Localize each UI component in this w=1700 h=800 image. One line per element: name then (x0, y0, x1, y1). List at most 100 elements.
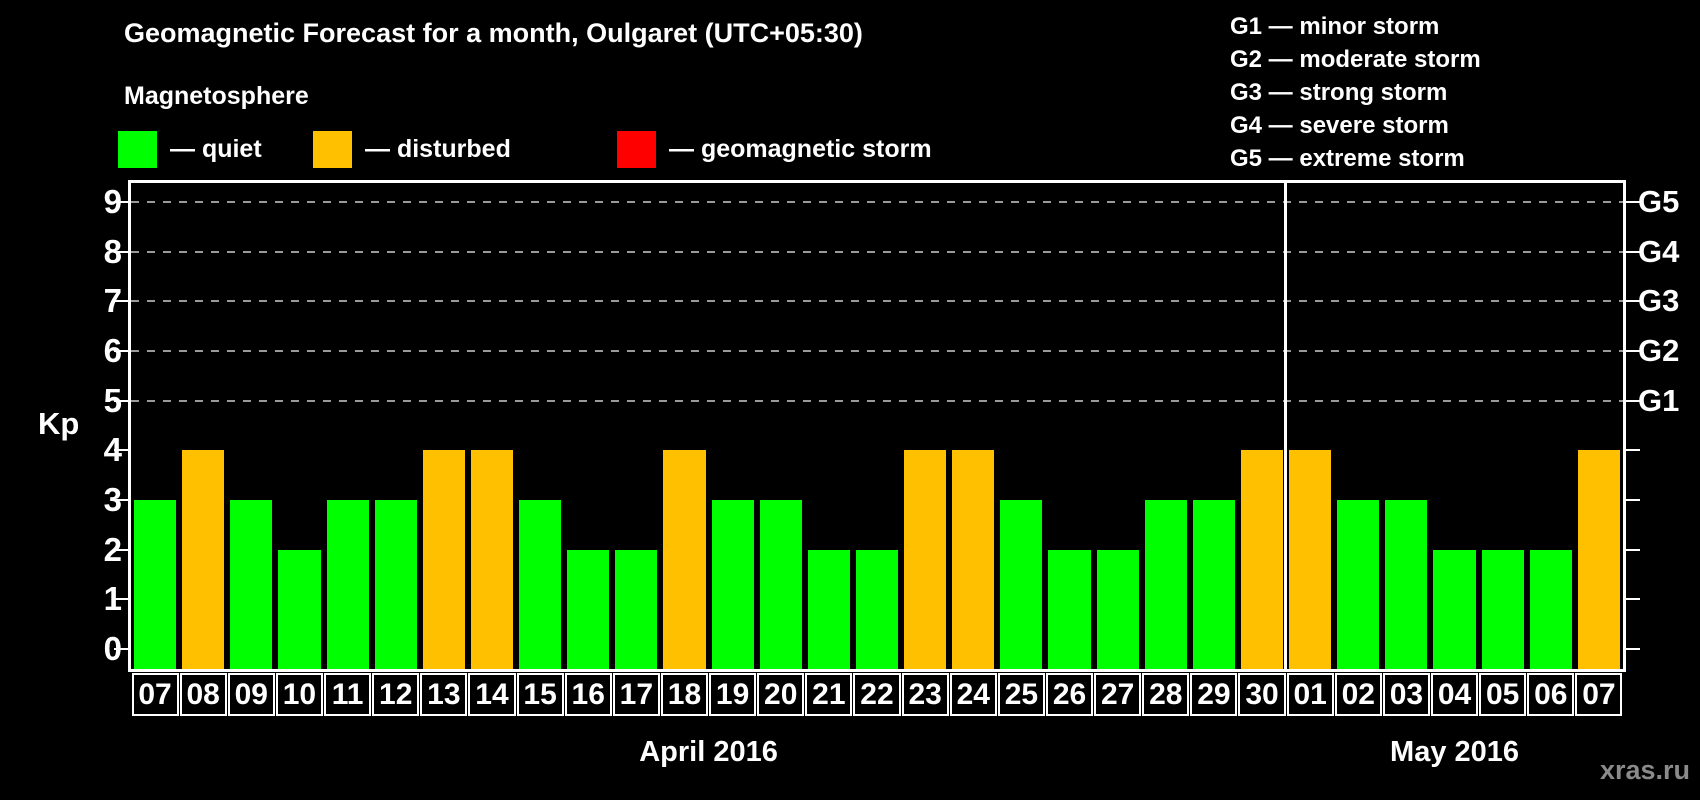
plot-area (114, 180, 1640, 672)
y-axis-label-2: 2 (103, 530, 122, 568)
y-axis-label-8: 8 (103, 232, 122, 270)
month-divider (1284, 183, 1288, 669)
legend-swatch-storm (617, 130, 656, 168)
kp-bar-day-29 (1192, 500, 1235, 669)
storm-scale-line-2: G2 — moderate storm (1230, 46, 1481, 73)
day-label-02: 02 (1334, 673, 1382, 716)
kp-bar-day-01 (1289, 450, 1332, 669)
gridline-kp9 (131, 200, 1623, 203)
day-label-19: 19 (709, 673, 757, 716)
legend-label-disturbed: — disturbed (365, 134, 511, 163)
month-label-april: April 2016 (639, 736, 778, 768)
day-label-07: 07 (131, 673, 179, 716)
kp-bar-day-02 (1337, 500, 1380, 669)
day-label-01: 01 (1286, 673, 1334, 716)
day-label-29: 29 (1190, 673, 1238, 716)
day-label-05: 05 (1479, 673, 1527, 716)
right-tick-kp5 (1626, 399, 1640, 402)
day-label-27: 27 (1094, 673, 1142, 716)
kp-bar-day-12 (374, 500, 417, 669)
right-axis-label-g1: G1 (1638, 382, 1680, 418)
right-axis-label-g4: G4 (1638, 233, 1680, 269)
kp-bar-day-26 (1048, 549, 1091, 669)
y-axis-label-9: 9 (103, 182, 122, 220)
day-label-15: 15 (516, 673, 564, 716)
kp-bar-day-08 (182, 450, 225, 669)
left-tick-kp8 (114, 250, 128, 253)
day-label-09: 09 (227, 673, 275, 716)
kp-bar-day-13 (422, 450, 465, 669)
day-label-10: 10 (275, 673, 323, 716)
legend-item-storm: — geomagnetic storm (617, 130, 932, 168)
kp-bar-day-14 (470, 450, 514, 669)
kp-bar-day-17 (615, 549, 658, 669)
legend-item-disturbed: — disturbed (313, 130, 511, 168)
kp-bar-day-27 (1096, 549, 1139, 669)
day-label-13: 13 (420, 673, 468, 716)
kp-bar-day-07 (134, 500, 177, 669)
day-label-30: 30 (1238, 673, 1286, 716)
day-label-17: 17 (612, 673, 660, 716)
left-tick-kp0 (114, 648, 128, 650)
kp-bar-day-20 (759, 500, 802, 669)
legend-label-quiet: — quiet (170, 134, 262, 163)
day-label-12: 12 (372, 673, 420, 716)
day-label-22: 22 (853, 673, 901, 716)
right-axis-label-g2: G2 (1638, 332, 1680, 368)
kp-bar-day-28 (1144, 500, 1187, 669)
kp-bar-day-03 (1385, 500, 1428, 669)
kp-bar-day-07 (1577, 450, 1620, 669)
day-label-07: 07 (1575, 673, 1623, 716)
day-label-25: 25 (997, 673, 1045, 716)
kp-bar-day-09 (230, 500, 273, 669)
day-label-21: 21 (805, 673, 853, 716)
day-label-18: 18 (660, 673, 709, 716)
watermark: xras.ru (1599, 755, 1690, 785)
kp-bar-day-15 (519, 500, 562, 669)
storm-scale-line-1: G1 — minor storm (1230, 13, 1440, 40)
kp-bar-day-05 (1481, 549, 1524, 669)
kp-bar-day-22 (855, 549, 899, 669)
kp-bar-day-24 (952, 450, 995, 669)
day-label-23: 23 (901, 673, 949, 716)
y-axis-label-1: 1 (103, 580, 122, 618)
legend-item-quiet: — quiet (118, 130, 262, 168)
left-tick-kp2 (114, 548, 128, 551)
right-tick-kp6 (1626, 349, 1640, 352)
legend-swatch-quiet (118, 130, 157, 168)
day-label-14: 14 (468, 673, 516, 716)
day-label-03: 03 (1382, 673, 1430, 716)
left-tick-kp3 (114, 498, 128, 501)
right-axis-label-g3: G3 (1638, 283, 1680, 319)
y-axis-label-6: 6 (103, 331, 122, 369)
right-tick-kp9 (1626, 200, 1640, 203)
left-tick-kp5 (114, 399, 128, 402)
y-axis-title: Kp (38, 406, 80, 441)
kp-bar-day-16 (567, 549, 610, 669)
y-axis-label-5: 5 (103, 381, 122, 419)
gridline-kp8 (131, 250, 1623, 253)
kp-bar-day-11 (326, 500, 369, 669)
storm-scale-legend: G1 — minor storm G2 — moderate storm G3 — … (1230, 10, 1481, 175)
right-tick-kp3 (1626, 498, 1640, 501)
kp-bar-day-06 (1529, 549, 1572, 669)
gridline-kp5 (131, 399, 1623, 402)
chart-title: Geomagnetic Forecast for a month, Oulgar… (124, 18, 863, 48)
y-axis-label-0: 0 (103, 630, 122, 667)
right-tick-kp0 (1626, 648, 1640, 650)
y-axis-label-3: 3 (103, 480, 122, 518)
day-label-11: 11 (324, 673, 372, 716)
right-axis-label-g5: G5 (1638, 183, 1680, 219)
kp-bar-day-23 (904, 450, 947, 669)
kp-bar-day-21 (807, 549, 850, 669)
left-tick-kp1 (114, 598, 128, 601)
gridline-kp7 (131, 300, 1623, 303)
left-tick-kp7 (114, 300, 128, 303)
magnetosphere-label: Magnetosphere (124, 82, 309, 110)
storm-scale-line-3: G3 — strong storm (1230, 79, 1448, 106)
right-tick-kp1 (1626, 598, 1640, 601)
kp-bar-day-30 (1240, 450, 1284, 669)
legend-swatch-disturbed (313, 130, 352, 168)
day-label-08: 08 (179, 673, 227, 716)
